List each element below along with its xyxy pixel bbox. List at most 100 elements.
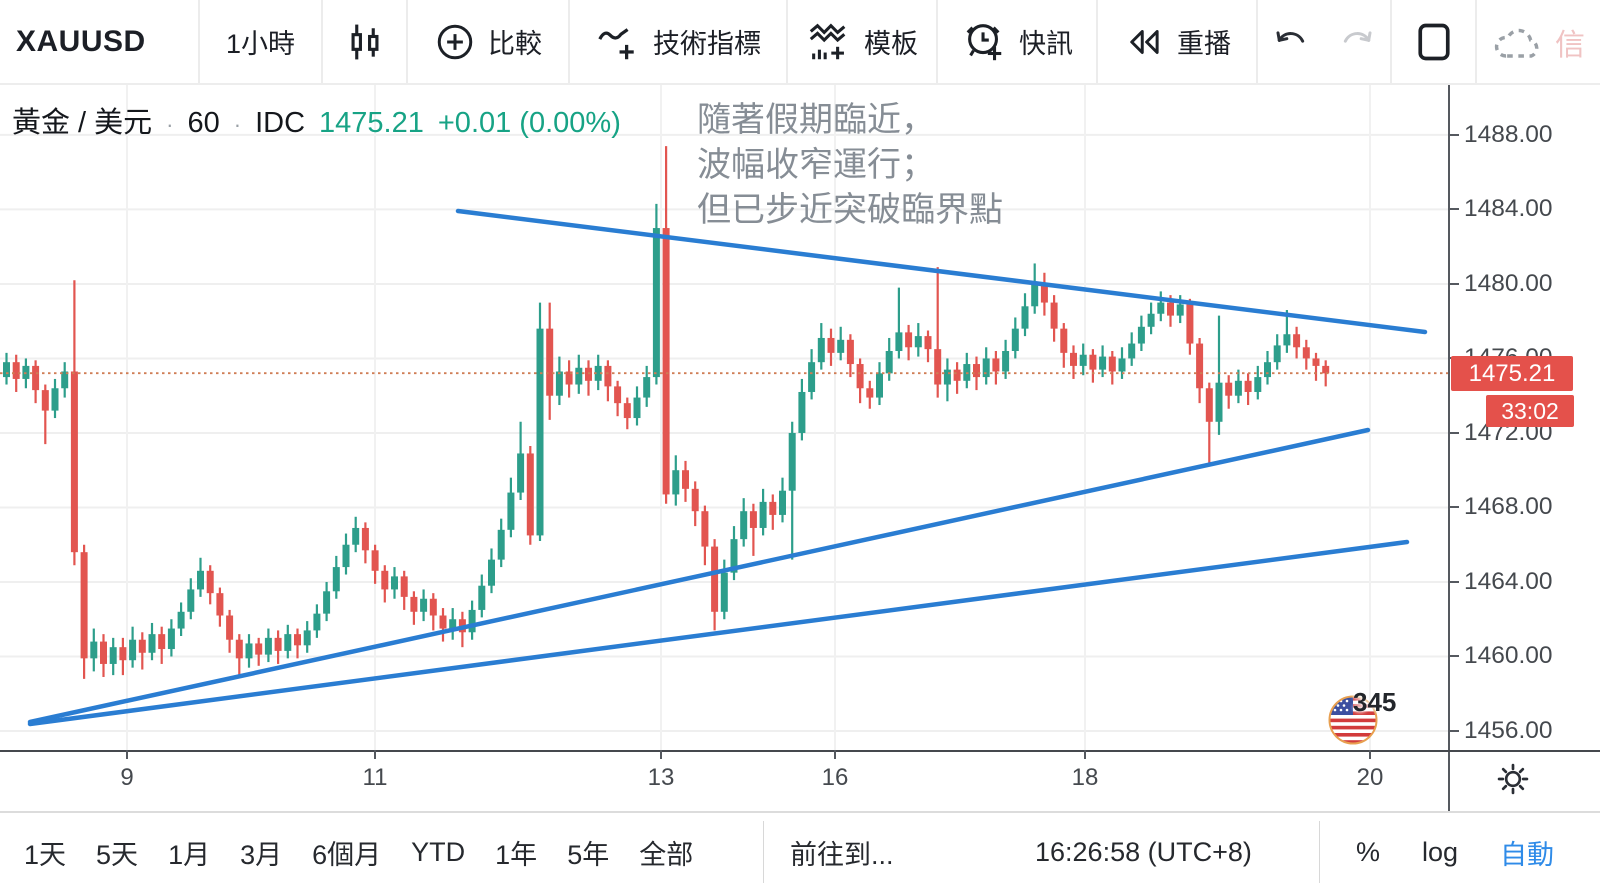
redo-icon[interactable] <box>1337 22 1377 62</box>
price-tick-mark <box>1450 506 1459 509</box>
compare-button[interactable]: 比較 <box>408 0 570 83</box>
range-button-5年[interactable]: 5年 <box>567 839 610 870</box>
symbol-label: XAUUSD <box>16 24 146 58</box>
alerts-button[interactable]: 快訊 <box>938 0 1098 83</box>
clock-timezone-button[interactable]: 16:26:58 (UTC+8) <box>1035 813 1252 891</box>
trendline-lower-ascending[interactable] <box>27 539 1410 727</box>
price-tick-mark <box>1450 431 1459 434</box>
price-tick-label: 1464.00 <box>1464 567 1553 595</box>
templates-label: 模板 <box>864 29 918 59</box>
bar-countdown-badge: 33:02 <box>1486 395 1574 428</box>
toolbar-divider <box>763 821 764 883</box>
time-axis[interactable]: 9 11 13 16 18 20 <box>0 750 1448 811</box>
indicators-button[interactable]: 技術指標 <box>570 0 788 83</box>
price-axis-line <box>1448 85 1450 811</box>
time-tick-label: 18 <box>1071 764 1099 791</box>
undo-icon[interactable] <box>1271 22 1311 62</box>
separator-dot: · <box>166 112 174 137</box>
range-button-3月[interactable]: 3月 <box>240 839 283 870</box>
candles-icon <box>343 20 387 64</box>
goto-label: 前往到... <box>790 839 894 870</box>
date-range-buttons: 1天 5天 1月 3月 6個月 YTD 1年 5年 全部 <box>24 813 693 891</box>
chart-settings-button[interactable] <box>1494 760 1534 800</box>
range-button-1天[interactable]: 1天 <box>24 839 67 870</box>
candles-layer <box>3 146 1330 679</box>
time-tick-mark <box>126 750 128 759</box>
range-button-YTD[interactable]: YTD <box>411 836 466 867</box>
price-tick-label: 1460.00 <box>1464 642 1553 670</box>
range-button-5天[interactable]: 5天 <box>96 839 139 870</box>
top-toolbar: XAUUSD 1小時 比較 <box>0 0 1600 85</box>
price-tick-mark <box>1450 208 1459 211</box>
us-flag-icon <box>1328 695 1378 745</box>
legend-interval: 60 <box>187 107 220 139</box>
replay-label: 重播 <box>1177 29 1231 59</box>
legend-change: +0.01 (0.00%) <box>437 107 621 139</box>
plus-circle-icon <box>434 21 476 63</box>
interval-label: 1小時 <box>225 29 296 59</box>
price-tick-label: 1484.00 <box>1464 195 1553 223</box>
indicators-label: 技術指標 <box>653 29 761 59</box>
auto-scale-button[interactable]: 自動 <box>1500 839 1555 870</box>
price-tick-label: 1488.00 <box>1464 120 1553 148</box>
range-button-6個月[interactable]: 6個月 <box>312 839 382 870</box>
percent-scale-button[interactable]: % <box>1356 836 1381 867</box>
trendline-upper-descending[interactable] <box>455 208 1428 335</box>
price-tick-mark <box>1450 133 1459 136</box>
candlestick-chart[interactable] <box>0 85 1448 750</box>
time-tick-mark <box>1084 750 1086 759</box>
fullscreen-button[interactable] <box>1392 0 1477 83</box>
price-tick-mark <box>1450 730 1459 732</box>
time-tick-label: 11 <box>362 764 388 791</box>
alarm-plus-icon <box>961 19 1007 65</box>
undo-redo-group <box>1258 0 1392 83</box>
replay-button[interactable]: 重播 <box>1098 0 1258 83</box>
time-tick-mark <box>374 750 376 759</box>
log-scale-button[interactable]: log <box>1422 836 1459 867</box>
toolbar-divider <box>1319 821 1320 883</box>
cloud-dashed-icon <box>1491 17 1547 67</box>
wave-chart-icon <box>806 19 852 65</box>
chart-plot-area[interactable]: 黃金 / 美元 · 60 · IDC 1475.21 +0.01 (0.00%)… <box>0 85 1448 750</box>
cloud-save-button[interactable]: 信 <box>1477 0 1600 83</box>
bottom-toolbar: 1天 5天 1月 3月 6個月 YTD 1年 5年 全部 前往到... 16:26:58 (UT… <box>0 811 1600 891</box>
price-tick-label: 1480.00 <box>1464 269 1553 297</box>
rewind-icon <box>1123 21 1165 63</box>
annotation-line-2: 波幅收窄運行； <box>697 146 935 184</box>
price-axis[interactable]: 1488.001484.001480.001476.001472.001468.… <box>1450 85 1600 750</box>
price-tick-label: 1468.00 <box>1464 493 1553 521</box>
goto-date-button[interactable]: 前往到... <box>790 813 894 891</box>
separator-dot: · <box>233 112 242 137</box>
alerts-label: 快訊 <box>1019 29 1073 59</box>
compare-label: 比較 <box>488 29 542 59</box>
templates-button[interactable]: 模板 <box>788 0 938 83</box>
news-flag-badge[interactable]: 345 <box>1327 687 1396 749</box>
time-tick-mark <box>834 750 836 759</box>
range-button-1月[interactable]: 1月 <box>168 839 211 870</box>
time-tick-mark <box>660 750 662 759</box>
range-button-全部[interactable]: 全部 <box>639 839 694 870</box>
chart-style-button[interactable] <box>323 0 408 83</box>
last-price-badge: 1475.21 <box>1451 356 1573 392</box>
time-tick-label: 9 <box>120 764 134 791</box>
trendline-middle-ascending[interactable] <box>27 427 1371 725</box>
wave-plus-icon <box>595 19 641 65</box>
price-tick-mark <box>1450 655 1459 658</box>
time-tick-mark <box>1369 750 1371 759</box>
scale-mode-group: % log 自動 <box>1356 813 1554 891</box>
legend-last-price: 1475.21 <box>319 107 424 139</box>
chart-annotation-text[interactable]: 隨著假期臨近， 波幅收窄運行； 但已步近突破臨界點 <box>697 98 1003 233</box>
chart-legend[interactable]: 黃金 / 美元 · 60 · IDC 1475.21 +0.01 (0.00%) <box>12 99 621 141</box>
badge-count: 345 <box>1353 687 1397 717</box>
range-button-1年[interactable]: 1年 <box>495 839 538 870</box>
symbol-button[interactable]: XAUUSD <box>0 0 200 83</box>
interval-button[interactable]: 1小時 <box>200 0 323 83</box>
sun-icon <box>1497 763 1529 795</box>
price-tick-mark <box>1450 580 1459 583</box>
price-tick-mark <box>1450 282 1459 285</box>
price-tick-label: 1456.00 <box>1464 717 1553 744</box>
annotation-line-3: 但已步近突破臨界點 <box>697 191 1003 229</box>
annotation-line-1: 隨著假期臨近， <box>697 101 935 139</box>
time-tick-label: 13 <box>647 764 675 791</box>
